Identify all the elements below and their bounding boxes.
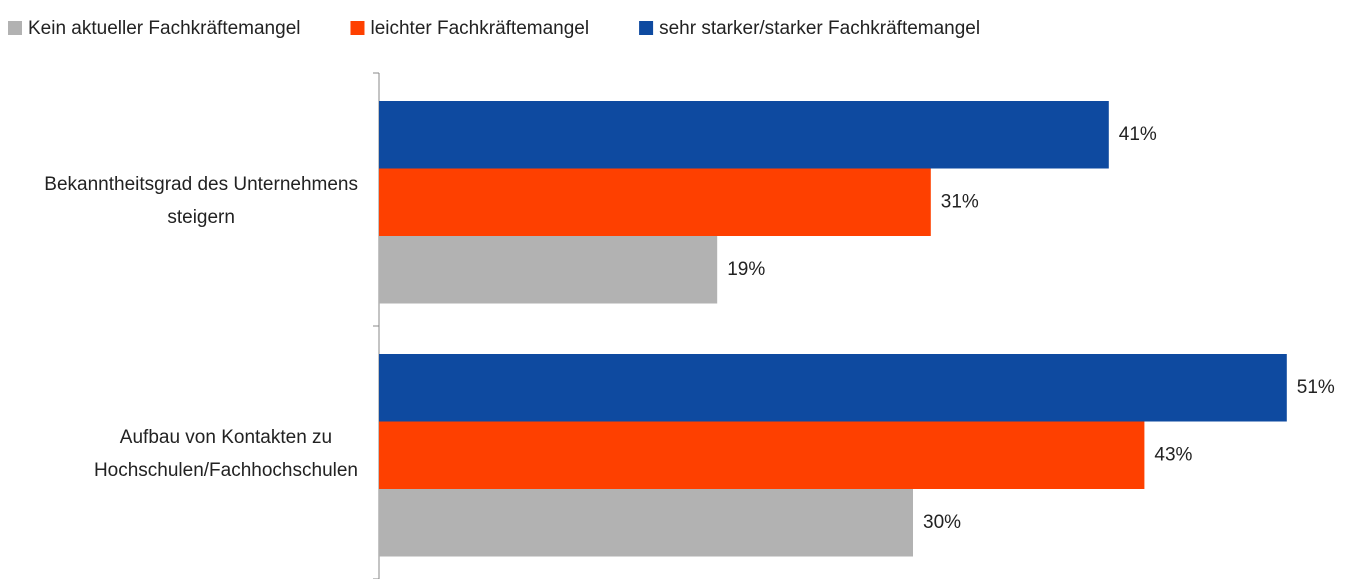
bar — [379, 101, 1109, 169]
category-label: Bekanntheitsgrad des Unternehmens — [44, 174, 358, 195]
legend-label: leichter Fachkräftemangel — [370, 18, 589, 39]
legend-swatch — [8, 21, 22, 35]
category-label: Hochschulen/Fachhochschulen — [94, 460, 358, 481]
category-label: steigern — [167, 207, 235, 228]
bar — [379, 168, 931, 236]
legend-label: sehr starker/starker Fachkräftemangel — [659, 18, 980, 39]
category-label: Aufbau von Kontakten zu — [120, 427, 332, 448]
bar — [379, 489, 913, 557]
value-label: 43% — [1154, 444, 1192, 465]
value-label: 31% — [941, 191, 979, 212]
bar — [379, 236, 718, 304]
legend-swatch — [350, 21, 365, 35]
legend-label: Kein aktueller Fachkräftemangel — [28, 18, 300, 39]
bar — [379, 354, 1287, 422]
bar — [379, 421, 1145, 489]
value-label: 51% — [1297, 377, 1335, 398]
value-label: 30% — [923, 512, 961, 533]
legend-swatch — [639, 21, 654, 35]
value-label: 41% — [1119, 124, 1157, 145]
value-label: 19% — [727, 259, 765, 280]
